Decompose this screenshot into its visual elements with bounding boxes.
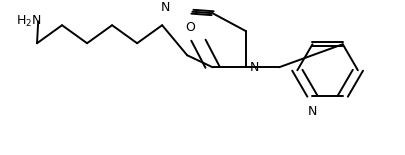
Text: O: O bbox=[185, 21, 195, 34]
Text: N: N bbox=[161, 1, 170, 14]
Text: N: N bbox=[249, 61, 259, 74]
Text: H$_2$N: H$_2$N bbox=[16, 14, 42, 29]
Text: N: N bbox=[308, 105, 317, 118]
